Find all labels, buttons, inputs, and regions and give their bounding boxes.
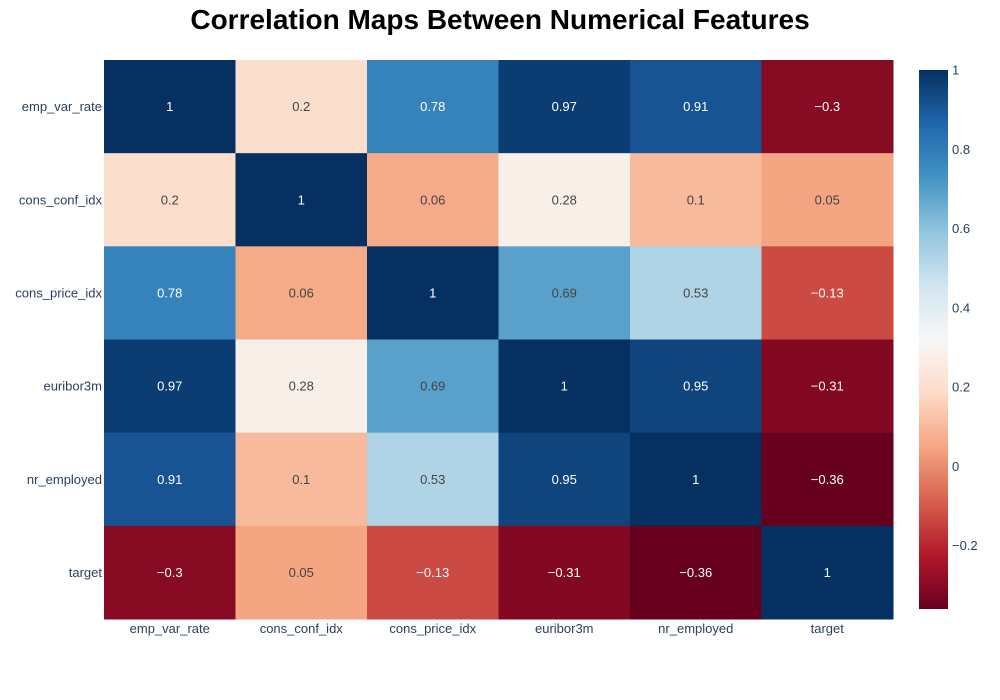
- cell-label: 1: [298, 192, 305, 207]
- y-tick-label: euribor3m: [43, 379, 102, 394]
- cell-label: 0.28: [289, 379, 314, 394]
- cell-label: 0.1: [292, 472, 310, 487]
- cell-label: −0.31: [548, 565, 581, 580]
- cell-label: 0.78: [420, 99, 445, 114]
- heatmap-cell-euribor3m-cons-price-idx: [367, 339, 499, 434]
- heatmap-cell-euribor3m-nr-employed: [630, 339, 762, 434]
- cell-label: 0.97: [157, 379, 182, 394]
- y-tick-label: emp_var_rate: [22, 99, 102, 114]
- cell-label: 0.69: [420, 379, 445, 394]
- cell-label: 0.2: [161, 192, 179, 207]
- heatmap-cell-euribor3m-emp-var-rate: [104, 339, 236, 434]
- y-axis-tick-labels: emp_var_rate cons_conf_idx cons_price_idxe…: [15, 99, 102, 580]
- cell-label: −0.36: [679, 565, 712, 580]
- y-tick-label: cons_conf_idx: [19, 192, 103, 207]
- colorbar-tick-label: 0.4: [952, 300, 970, 315]
- cell-label: 0.28: [552, 192, 577, 207]
- cell-label: 0.69: [552, 285, 577, 300]
- heatmap-cell-euribor3m-cons-conf-idx: [235, 339, 368, 434]
- x-tick-label: cons_price_idx: [389, 621, 476, 636]
- heatmap-cell-cons-price-idx-cons-price-idx: [367, 246, 499, 340]
- cell-label: 0.95: [552, 472, 577, 487]
- heatmap-cell-cons-conf-idx-cons-conf-idx: [235, 153, 368, 247]
- heatmap-cell-cons-conf-idx-emp-var-rate: [104, 153, 236, 247]
- cell-label: 0.2: [292, 99, 310, 114]
- x-tick-label: target: [811, 621, 845, 636]
- heatmap-cells: [104, 60, 894, 620]
- cell-label: 0.06: [289, 285, 314, 300]
- heatmap-cell-target-emp-var-rate: [104, 525, 236, 620]
- chart-title: Correlation Maps Between Numerical Featu…: [190, 4, 810, 35]
- x-tick-label: cons_conf_idx: [260, 621, 344, 636]
- heatmap-cell-cons-conf-idx-target: [761, 153, 894, 247]
- cell-label: 0.53: [420, 472, 445, 487]
- cell-label: 1: [561, 379, 568, 394]
- heatmap-cell-nr-employed-target: [761, 432, 894, 527]
- x-tick-label: euribor3m: [535, 621, 594, 636]
- heatmap-cell-euribor3m-euribor3m: [498, 339, 631, 434]
- x-tick-label: nr_employed: [658, 621, 733, 636]
- colorbar-tick-label: 0: [952, 459, 959, 474]
- heatmap-cell-nr-employed-emp-var-rate: [104, 432, 236, 527]
- cell-label: 0.1: [687, 192, 705, 207]
- heatmap-cell-cons-price-idx-nr-employed: [630, 246, 762, 340]
- heatmap-cell-nr-employed-euribor3m: [498, 432, 631, 527]
- cell-label: −0.3: [157, 565, 183, 580]
- cell-label: −0.13: [416, 565, 449, 580]
- heatmap-cell-target-cons-conf-idx: [235, 525, 368, 620]
- colorbar-tick-label: 0.6: [952, 221, 970, 236]
- x-axis-tick-labels: emp_var_rate cons_conf_idx cons_price_idx e…: [130, 621, 845, 636]
- heatmap-cell-nr-employed-cons-conf-idx: [235, 432, 368, 527]
- heatmap-cell-emp-var-rate-cons-price-idx: [367, 60, 499, 154]
- y-tick-label: cons_price_idx: [15, 285, 102, 300]
- colorbar-tick-label: 0.8: [952, 142, 970, 157]
- cell-label: 0.05: [289, 565, 314, 580]
- cell-label: 1: [692, 472, 699, 487]
- heatmap-cell-nr-employed-nr-employed: [630, 432, 762, 527]
- heatmap-cell-emp-var-rate-emp-var-rate: [104, 60, 236, 154]
- colorbar-gradient: [919, 70, 948, 609]
- cell-label: −0.13: [811, 285, 844, 300]
- y-tick-label: target: [69, 565, 103, 580]
- cell-label: −0.3: [814, 99, 840, 114]
- heatmap-cell-cons-conf-idx-euribor3m: [498, 153, 631, 247]
- x-tick-label: emp_var_rate: [130, 621, 210, 636]
- cell-label: 0.91: [157, 472, 182, 487]
- heatmap-cell-cons-price-idx-target: [761, 246, 894, 340]
- heatmap-cell-cons-conf-idx-cons-price-idx: [367, 153, 499, 247]
- heatmap-cell-euribor3m-target: [761, 339, 894, 434]
- heatmap-cell-target-target: [761, 525, 894, 620]
- heatmap-cell-cons-conf-idx-nr-employed: [630, 153, 762, 247]
- heatmap-cell-emp-var-rate-euribor3m: [498, 60, 631, 154]
- cell-label: 1: [429, 285, 436, 300]
- cell-label: −0.36: [811, 472, 844, 487]
- colorbar: 1 0.8 0.6 0.4 0.2 0 −0.2: [919, 63, 978, 609]
- heatmap-cell-emp-var-rate-nr-employed: [630, 60, 762, 154]
- cell-label: 1: [166, 99, 173, 114]
- heatmap-cell-labels: 1 0.2 0.78 0.97 0.91 −0.3 0.2 1 0.06 0.28 0.1 0.05 0…: [157, 99, 844, 580]
- heatmap-cell-target-euribor3m: [498, 525, 631, 620]
- heatmap-cell-target-cons-price-idx: [367, 525, 499, 620]
- cell-label: −0.31: [811, 379, 844, 394]
- heatmap-cell-cons-price-idx-cons-conf-idx: [235, 246, 368, 340]
- cell-label: 1: [824, 565, 831, 580]
- heatmap-cell-cons-price-idx-euribor3m: [498, 246, 631, 340]
- heatmap-cell-emp-var-rate-cons-conf-idx: [235, 60, 368, 154]
- cell-label: 0.78: [157, 285, 182, 300]
- colorbar-tick-label: 0.2: [952, 380, 970, 395]
- heatmap-cell-target-nr-employed: [630, 525, 762, 620]
- heatmap-cell-emp-var-rate-target: [761, 60, 894, 154]
- cell-label: 0.53: [683, 285, 708, 300]
- cell-label: 0.97: [552, 99, 577, 114]
- colorbar-tick-label: −0.2: [952, 538, 978, 553]
- cell-label: 0.06: [420, 192, 445, 207]
- colorbar-tick-label: 1: [952, 63, 959, 78]
- cell-label: 0.95: [683, 379, 708, 394]
- heatmap-cell-cons-price-idx-emp-var-rate: [104, 246, 236, 340]
- y-tick-label: nr_employed: [27, 472, 102, 487]
- cell-label: 0.91: [683, 99, 708, 114]
- cell-label: 0.05: [815, 192, 840, 207]
- heatmap-cell-nr-employed-cons-price-idx: [367, 432, 499, 527]
